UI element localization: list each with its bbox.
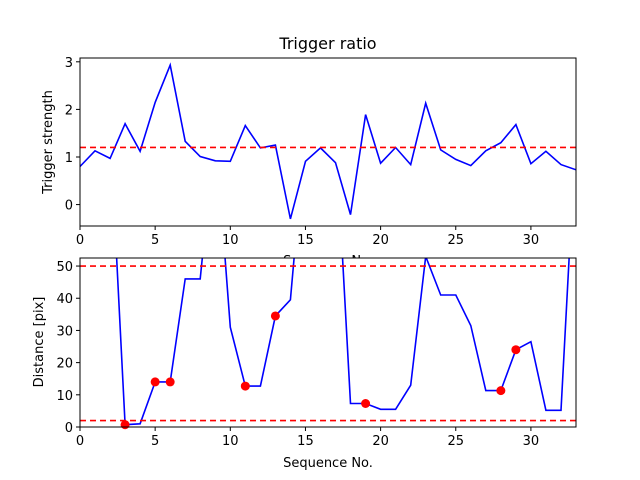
axes-background: [80, 258, 576, 427]
x-tick-label: 5: [151, 434, 159, 449]
x-tick-label: 10: [222, 434, 239, 449]
y-tick-label: 20: [56, 357, 73, 372]
x-axis-label: Sequence No.: [283, 456, 373, 471]
trigger-ratio-chart: Trigger ratio Sequence No. Trigger stren…: [41, 34, 577, 269]
x-tick-label: 25: [447, 233, 464, 248]
data-point: [150, 377, 160, 387]
y-tick-label: 1: [65, 151, 73, 166]
x-tick-label: 30: [523, 434, 540, 449]
x-tick-label: 20: [372, 434, 389, 449]
x-tick-label: 15: [297, 233, 314, 248]
x-tick-label: 0: [76, 233, 84, 248]
y-tick-label: 0: [65, 199, 73, 214]
x-tick-label: 15: [297, 434, 314, 449]
y-tick-label: 10: [56, 389, 73, 404]
tick-group: 0 5 10 15 20 25 30 0 10 20 30 40 50: [56, 260, 539, 449]
data-point: [511, 345, 521, 355]
data-point: [120, 420, 130, 430]
x-tick-label: 10: [222, 233, 239, 248]
y-tick-label: 40: [56, 292, 73, 307]
y-tick-label: 2: [65, 103, 73, 118]
x-tick-label: 5: [151, 233, 159, 248]
y-tick-label: 3: [65, 56, 73, 71]
y-tick-label: 50: [56, 260, 73, 275]
y-tick-label: 30: [56, 324, 73, 339]
y-axis-label: Distance [pix]: [32, 297, 47, 388]
clipped-plot: [80, 62, 576, 220]
data-point: [240, 381, 250, 391]
axes-frame: [79, 57, 577, 227]
series-line: [115, 258, 570, 426]
y-axis-label: Trigger strength: [41, 90, 56, 195]
x-tick-label: 0: [76, 434, 84, 449]
chart-title: Trigger ratio: [278, 34, 376, 53]
data-point: [496, 386, 506, 396]
x-tick-label: 30: [523, 233, 540, 248]
data-point: [270, 311, 280, 321]
clipped-plot: [80, 258, 576, 426]
x-tick-label: 25: [447, 434, 464, 449]
data-point: [361, 399, 371, 409]
y-tick-label: 0: [65, 421, 73, 436]
tick-group: 0 5 10 15 20 25 30 0 1 2 3: [65, 56, 539, 248]
plot-area: [80, 62, 576, 220]
distance-chart: Sequence No. Distance [pix] 0 5 10 15 20 25 30…: [32, 257, 577, 471]
data-point: [165, 377, 175, 387]
axes-frame: [79, 257, 577, 428]
x-tick-label: 20: [372, 233, 389, 248]
